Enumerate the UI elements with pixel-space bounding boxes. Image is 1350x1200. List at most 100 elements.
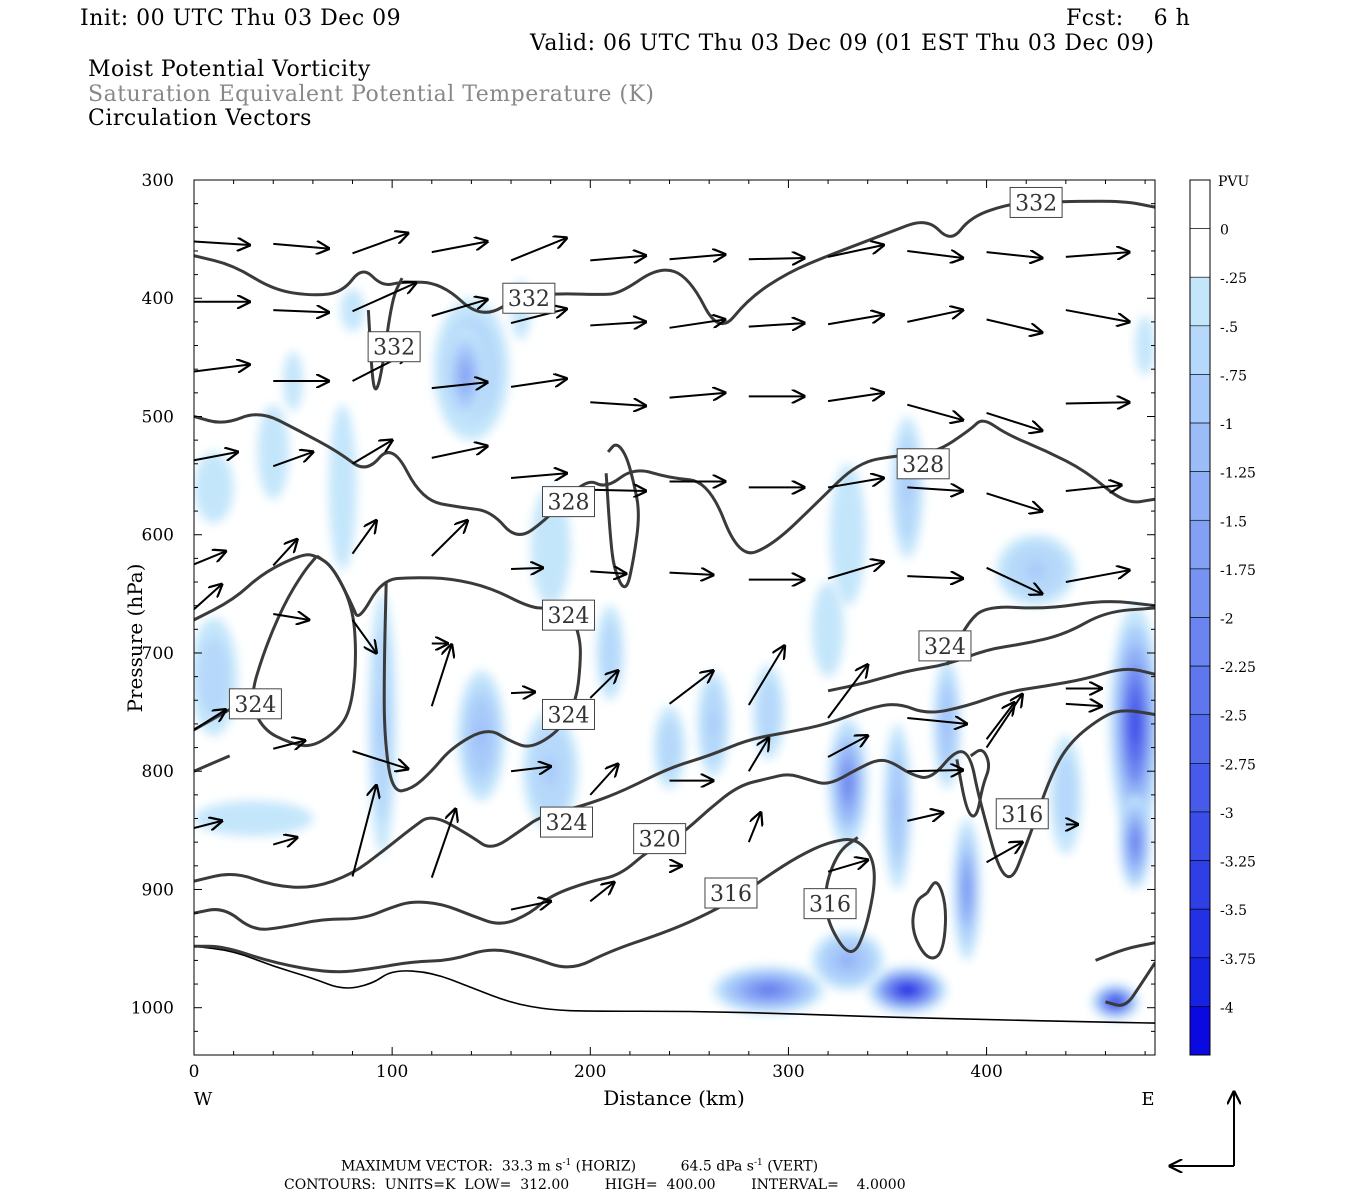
circulation-vector <box>510 901 551 909</box>
contour-label-text: 332 <box>1015 191 1057 216</box>
circulation-vector <box>351 785 377 877</box>
colorbar-swatch <box>1189 228 1211 278</box>
contour-label: 324 <box>918 630 972 662</box>
circulation-vector <box>431 382 487 388</box>
circulation-vector <box>907 718 966 724</box>
circulation-vector <box>430 645 452 707</box>
circulation-vector <box>985 703 1015 740</box>
pv-patch <box>713 966 825 1014</box>
circulation-vector <box>1065 252 1129 257</box>
circulation-vector <box>590 256 645 261</box>
circulation-vector <box>827 478 883 489</box>
colorbar-level-label: -2.5 <box>1220 709 1247 725</box>
contour-label: 324 <box>540 806 594 838</box>
contour-label-box <box>540 806 594 838</box>
circulation-vector <box>1065 704 1102 706</box>
pv-patch <box>194 617 238 736</box>
forecast-hour: Fcst: 6 h <box>1066 6 1191 31</box>
colorbar-level-label: -.75 <box>1220 368 1247 384</box>
colorbar-swatch <box>1189 568 1211 618</box>
circulation-vector <box>351 619 377 653</box>
theta-contour-316 <box>194 836 876 974</box>
pv-patch <box>883 723 912 890</box>
field-title-theta: Saturation Equivalent Potential Temperat… <box>88 82 655 107</box>
circulation-vector <box>1065 570 1129 584</box>
circulation-vector <box>431 241 487 254</box>
pv-contour-fill <box>335 446 350 529</box>
y-tick-label: 400 <box>142 289 174 309</box>
pv-patch <box>1119 794 1152 890</box>
circulation-vector <box>590 322 645 326</box>
pv-contour-fill <box>1132 834 1138 851</box>
x-tick-label: 100 <box>376 1062 408 1082</box>
colorbar-level-label: -3 <box>1220 806 1234 822</box>
pv-patch <box>828 718 868 849</box>
contour-label-text: 316 <box>710 882 752 907</box>
pv-contour-fill <box>1130 704 1140 744</box>
contour-label-text: 320 <box>639 828 681 853</box>
contour-label: 324 <box>541 599 595 631</box>
contour-label-box <box>1009 186 1063 218</box>
init-time: Init: 00 UTC Thu 03 Dec 09 <box>80 6 402 31</box>
x-tick-label: 200 <box>574 1062 606 1082</box>
pv-patch <box>812 582 844 677</box>
circulation-vector <box>351 521 377 555</box>
circulation-vector <box>907 251 962 258</box>
y-tick-label: 900 <box>142 880 174 900</box>
contour-label: 332 <box>1009 186 1063 218</box>
pv-contour-fill <box>664 733 675 762</box>
max-vector-horiz: 33.3 m s <box>501 1158 563 1175</box>
circulation-vector <box>510 692 535 693</box>
colorbar-level-label: -1 <box>1220 417 1234 433</box>
colorbar-swatch <box>1189 276 1211 327</box>
circulation-vector <box>194 710 226 731</box>
theta-contour-316 <box>1105 961 1155 1007</box>
circulation-vector <box>589 764 618 796</box>
pv-contour-fill <box>944 710 950 737</box>
pv-contour-fill <box>1026 561 1047 580</box>
colorbar-swatch <box>1189 422 1211 472</box>
pv-patch <box>952 818 981 961</box>
x-tick-label: 0 <box>189 1062 200 1082</box>
contour-label-box <box>541 486 595 518</box>
circulation-vector <box>510 379 566 388</box>
x-end-label-east: E <box>1141 1089 1154 1110</box>
colorbar-swatch <box>1189 957 1211 1007</box>
circulation-vector <box>748 323 804 327</box>
circulation-vector <box>194 452 238 462</box>
contour-labels: 332 332 332 328 328 324 324 324 324 324 320 316 316 3… <box>228 186 1063 920</box>
colorbar-level-label: -1.25 <box>1220 466 1256 482</box>
circulation-vector <box>748 258 804 259</box>
pv-contour-fill <box>964 877 970 902</box>
pv-contour-fill <box>844 772 852 794</box>
circulation-vector <box>272 837 297 844</box>
contour-label: 324 <box>541 698 595 730</box>
pv-patch <box>368 593 397 854</box>
colorbar-swatch <box>1189 908 1211 959</box>
contour-label-text: 324 <box>924 635 966 660</box>
circulation-vector <box>827 860 868 873</box>
pv-contour-fill <box>346 299 359 321</box>
colorbar-level-label: -.5 <box>1220 320 1238 336</box>
contour-label: 316 <box>995 798 1049 830</box>
theta-contour-324 <box>251 554 357 748</box>
contour-label-text: 332 <box>508 287 550 312</box>
pv-patch <box>257 404 290 500</box>
circulation-vector <box>827 736 868 758</box>
circulation-vector <box>510 309 566 325</box>
circulation-vector <box>669 573 714 575</box>
circulation-vector <box>510 568 543 569</box>
y-tick-label: 800 <box>142 762 174 782</box>
contour-label-box <box>704 877 758 909</box>
pv-patch <box>340 288 365 332</box>
circulation-vector <box>194 821 222 828</box>
circulation-vector <box>1065 309 1129 322</box>
theta-contour-316 <box>955 748 991 818</box>
contour-label-text: 332 <box>373 336 415 361</box>
contour-label-box <box>367 331 421 363</box>
circulation-vector <box>510 238 566 262</box>
contour-label-box <box>541 599 595 631</box>
pv-contour-fill <box>543 756 558 786</box>
circulation-vector <box>352 283 416 313</box>
y-tick-label: 700 <box>142 644 174 664</box>
